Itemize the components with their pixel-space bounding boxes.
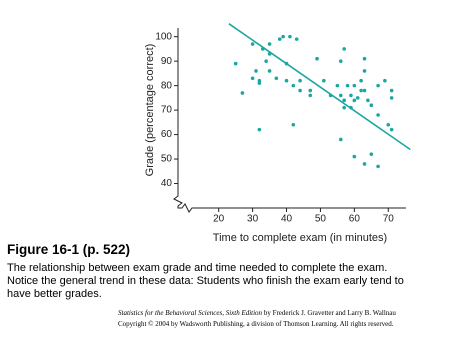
x-tick-label: 40: [281, 214, 293, 225]
caption-line: The relationship between exam grade and …: [7, 262, 388, 274]
y-tick-label: 50: [161, 154, 173, 165]
chart: Grade (percentage correct) Time to compl…: [144, 23, 411, 244]
copyright: Copyright © 2004 by Wadsworth Publishing…: [118, 320, 394, 328]
x-tick-label: 20: [213, 214, 225, 225]
point: [240, 91, 245, 95]
point: [383, 78, 387, 83]
point: [298, 88, 302, 93]
point: [267, 42, 272, 46]
point: [267, 69, 272, 73]
point: [342, 98, 346, 103]
point: [281, 34, 285, 39]
point: [254, 69, 258, 73]
x-tick-label: 70: [383, 214, 395, 225]
credit: Statistics for the Behavioral Sciences, …: [118, 309, 396, 317]
point: [362, 162, 367, 166]
y-axis-label: Grade (percentage correct): [144, 44, 156, 177]
point: [291, 83, 296, 88]
authors: by Frederick J. Gravetter and Larry B. W…: [262, 309, 396, 317]
point: [352, 98, 357, 103]
point: [338, 137, 343, 142]
point: [291, 122, 296, 127]
point: [335, 83, 340, 88]
point: [369, 152, 374, 156]
point: [274, 76, 279, 81]
point: [288, 34, 292, 39]
point: [359, 88, 363, 93]
point: [389, 88, 394, 93]
point: [355, 96, 360, 100]
point: [345, 83, 350, 88]
point: [233, 61, 238, 66]
point: [264, 59, 268, 63]
point: [359, 78, 363, 83]
y-tick-label: 100: [155, 31, 172, 42]
x-tick-label: 60: [349, 214, 361, 225]
point: [352, 83, 357, 88]
point: [308, 88, 313, 93]
y-tick-label: 90: [161, 56, 173, 67]
point: [342, 105, 346, 110]
point: [389, 127, 394, 132]
point: [250, 76, 255, 81]
point: [284, 78, 289, 83]
caption-line: have better grades.: [7, 288, 102, 300]
y-tick-label: 40: [161, 178, 173, 189]
point: [338, 93, 343, 98]
point: [257, 127, 262, 132]
point: [342, 47, 346, 51]
point: [366, 98, 370, 103]
y-tick-label: 80: [161, 80, 173, 91]
point: [315, 56, 319, 61]
trend-line: [228, 23, 411, 151]
point: [257, 78, 262, 83]
point: [277, 37, 282, 41]
point: [298, 78, 302, 83]
point: [362, 56, 367, 61]
point: [308, 93, 313, 98]
point: [352, 154, 357, 159]
book-title: Statistics for the Behavioral Sciences, …: [118, 309, 263, 317]
point: [322, 78, 326, 83]
x-tick-label: 50: [315, 214, 327, 225]
y-tick-label: 60: [161, 129, 173, 140]
point: [386, 122, 391, 127]
point: [294, 37, 299, 41]
point: [338, 59, 343, 63]
point: [349, 93, 353, 98]
point: [250, 42, 255, 46]
axis-break: [173, 190, 200, 213]
caption-title: Figure 16-1 (p. 522): [7, 242, 131, 257]
point: [376, 83, 380, 88]
point: [362, 88, 367, 93]
point: [376, 164, 380, 169]
point: [389, 96, 394, 100]
point: [369, 103, 374, 108]
point: [376, 113, 380, 117]
x-tick-label: 30: [247, 214, 259, 225]
point: [362, 69, 367, 73]
y-tick-label: 70: [161, 105, 173, 116]
x-axis-label: Time to complete exam (in minutes): [213, 232, 387, 244]
caption-line: Notice the general trend in these data: …: [7, 275, 404, 287]
